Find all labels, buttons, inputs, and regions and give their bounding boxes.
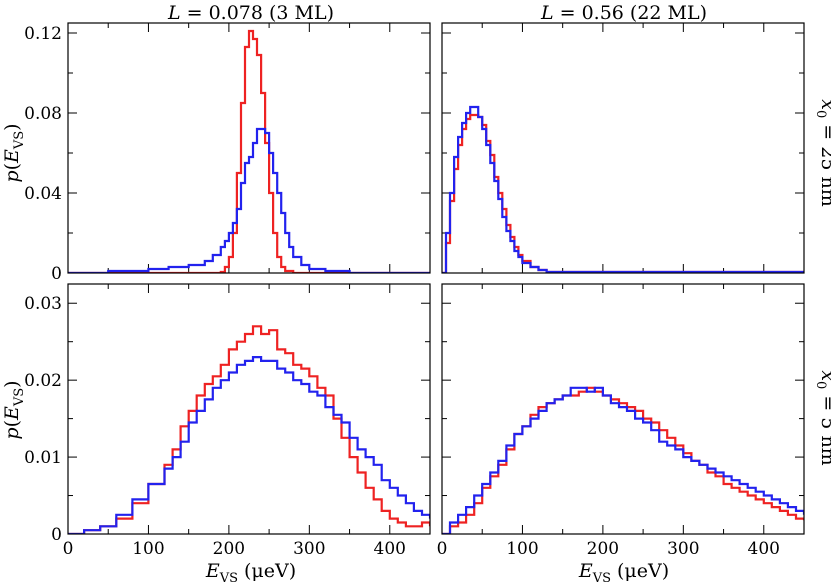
xlabel-left: EVS (μeV)	[205, 560, 296, 583]
x-tick-label: 300	[667, 539, 699, 559]
panel-top-right	[441, 22, 805, 274]
series-line-red	[442, 386, 804, 534]
right-label-bottom: x0 = 5 nm	[813, 370, 831, 465]
ylabel-bottom: p(EVS)	[1, 380, 27, 439]
panel-frame	[67, 283, 431, 535]
y-tick-label: 0	[51, 525, 62, 545]
y-tick-label: 0.02	[24, 371, 62, 391]
panel-frame	[441, 283, 805, 535]
series-line-red	[68, 29, 430, 273]
x-tick-label: 200	[213, 539, 245, 559]
x-tick-label: 400	[374, 539, 406, 559]
xlabel-right: EVS (μeV)	[578, 560, 669, 583]
right-label-top: x0 = 25 nm	[813, 99, 831, 206]
series-line-blue	[68, 356, 430, 534]
series-line-blue	[68, 127, 430, 273]
x-tick-label: 0	[63, 539, 74, 559]
y-tick-label: 0.04	[24, 184, 62, 204]
y-tick-label: 0.01	[24, 448, 62, 468]
x-tick-label: 400	[748, 539, 780, 559]
panel-top-left: 0 0.04 0.08 0.12	[24, 22, 431, 284]
x-tick-label: 100	[506, 539, 538, 559]
y-tick-label: 0	[51, 264, 62, 284]
series-line-red	[68, 325, 430, 534]
panel-frame	[67, 22, 431, 274]
series-line-red	[442, 113, 804, 273]
series-line-blue	[442, 386, 804, 534]
x-tick-label: 0	[437, 539, 448, 559]
panel-title-right: L = 0.56 (22 ML)	[540, 2, 707, 24]
x-tick-label: 200	[587, 539, 619, 559]
y-tick-label: 0.03	[24, 294, 62, 314]
y-tick-label: 0.12	[24, 24, 62, 44]
y-tick-label: 0.08	[24, 104, 62, 124]
panel-title-left: L = 0.078 (3 ML)	[167, 2, 334, 24]
panel-bottom-left: 0 0.01 0.02 0.03 0 100 200 300 400	[24, 283, 431, 559]
ylabel-top: p(EVS)	[1, 123, 27, 182]
x-tick-label: 100	[132, 539, 164, 559]
panel-bottom-right: 0 100 200 300 400	[437, 283, 805, 559]
series-line-blue	[442, 105, 804, 273]
panel-frame	[441, 22, 805, 274]
x-tick-label: 300	[293, 539, 325, 559]
